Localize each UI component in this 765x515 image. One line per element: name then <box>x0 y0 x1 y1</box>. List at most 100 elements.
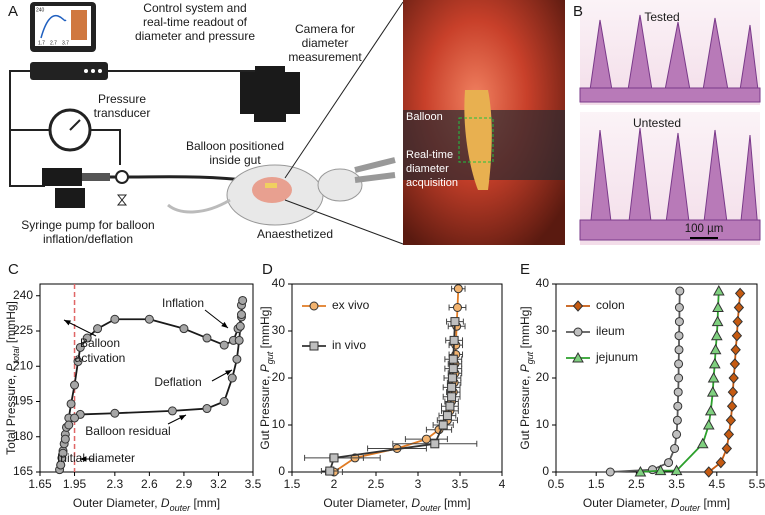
marker <box>730 344 741 356</box>
screen-label: 2.7 <box>50 40 57 46</box>
marker <box>654 464 667 476</box>
marker <box>438 420 448 430</box>
screen-curve <box>40 14 67 39</box>
axis-label-part: Gut Pressure, <box>258 372 272 449</box>
schematic-label: Syringe pump for balloon <box>21 218 154 232</box>
panel-label: B <box>573 3 583 20</box>
x-tick-label: 3.5 <box>245 477 262 491</box>
marker <box>447 373 457 383</box>
panel-label: D <box>262 261 273 278</box>
schematic-label: inside gut <box>209 153 261 167</box>
scale-label: 100 µm <box>685 223 724 235</box>
marker <box>66 399 76 409</box>
marker <box>674 359 684 369</box>
marker <box>202 333 212 343</box>
x-tick-label: 3.2 <box>210 477 227 491</box>
marker <box>647 465 657 475</box>
x-tick-label: 3.5 <box>668 477 685 491</box>
y-tick-label: 195 <box>13 394 33 408</box>
panel-label: A <box>8 3 18 20</box>
y-tick-label: 40 <box>536 276 550 290</box>
marker <box>727 386 739 398</box>
arrow-head <box>179 415 186 421</box>
axis-label-part: gut <box>265 351 275 364</box>
axis-label-part: [mmHg] <box>4 301 18 346</box>
marker <box>712 301 724 312</box>
axis-label-part: outer <box>680 503 702 513</box>
marker <box>219 397 229 406</box>
marker <box>442 411 452 421</box>
marker <box>711 315 724 327</box>
axis-label: Gut Pressure, Pgut [mmHg] <box>518 306 535 449</box>
schematic-label: Control system and <box>143 1 246 15</box>
y-tick-label: 225 <box>13 323 33 337</box>
legend-label: colon <box>596 298 625 312</box>
panel-label: C <box>8 261 19 278</box>
photo-label: Real-time <box>406 149 453 161</box>
marker <box>219 340 229 350</box>
y-tick-label: 30 <box>536 323 550 337</box>
marker <box>309 301 319 311</box>
marker <box>572 300 584 312</box>
marker <box>573 327 583 337</box>
x-tick-label: 2 <box>331 477 338 491</box>
annotation: Deflation <box>154 375 201 389</box>
y-tick-label: 180 <box>13 429 33 443</box>
axis-label-part: Gut Pressure, <box>518 372 532 449</box>
annotation: Initial diameter <box>57 451 135 465</box>
x-tick-label: 0.5 <box>548 477 565 491</box>
x-tick-label: 1.5 <box>588 477 605 491</box>
legend-label: ileum <box>596 324 625 338</box>
marker <box>448 364 458 374</box>
marker <box>236 310 246 320</box>
marker <box>70 413 80 423</box>
histology-label: Tested <box>644 10 679 24</box>
marker <box>732 315 743 328</box>
schematic-label: inflation/deflation <box>43 232 133 246</box>
axis-label: Total Pressure, Ptotal [mmHg] <box>4 301 21 455</box>
marker <box>325 466 335 476</box>
schematic-label: real-time readout of <box>143 15 248 29</box>
photo-label: acquisition <box>406 177 458 189</box>
x-tick-label: 1.5 <box>284 477 301 491</box>
marker <box>144 314 154 324</box>
marker <box>734 287 746 300</box>
marker <box>674 373 684 383</box>
marker <box>82 333 92 343</box>
marker <box>70 380 80 390</box>
marker <box>202 404 212 414</box>
marker <box>75 342 85 352</box>
marker <box>73 357 83 367</box>
marker <box>430 439 440 449</box>
series-line <box>610 291 681 473</box>
schematic-label: transducer <box>94 106 151 120</box>
axis-label-part: [mmHg] <box>518 306 532 351</box>
axis-label-part: P <box>258 364 272 372</box>
marker <box>309 341 319 351</box>
marker <box>708 357 721 369</box>
arrow-head <box>64 320 71 326</box>
axis-label-part: total <box>11 345 21 363</box>
annotation: Balloon <box>80 336 120 350</box>
axis-label-part: Total Pressure, <box>4 372 18 455</box>
marker <box>329 453 339 463</box>
series-line <box>58 299 244 470</box>
x-tick-label: 5.5 <box>749 477 765 491</box>
marker <box>672 429 682 439</box>
marker <box>721 442 733 455</box>
x-tick-label: 3 <box>415 477 422 491</box>
marker <box>670 464 683 476</box>
schematic-label: Balloon positioned <box>186 139 284 153</box>
x-tick-label: 1.95 <box>63 477 87 491</box>
plot-frame <box>39 283 254 473</box>
y-tick-label: 10 <box>536 417 550 431</box>
marker <box>234 335 244 345</box>
marker <box>709 343 722 355</box>
marker <box>729 358 741 370</box>
marker <box>723 428 735 441</box>
marker <box>674 317 684 327</box>
annotation: Inflation <box>162 296 204 310</box>
marker <box>674 345 684 355</box>
marker <box>445 401 455 411</box>
marker <box>448 354 458 364</box>
